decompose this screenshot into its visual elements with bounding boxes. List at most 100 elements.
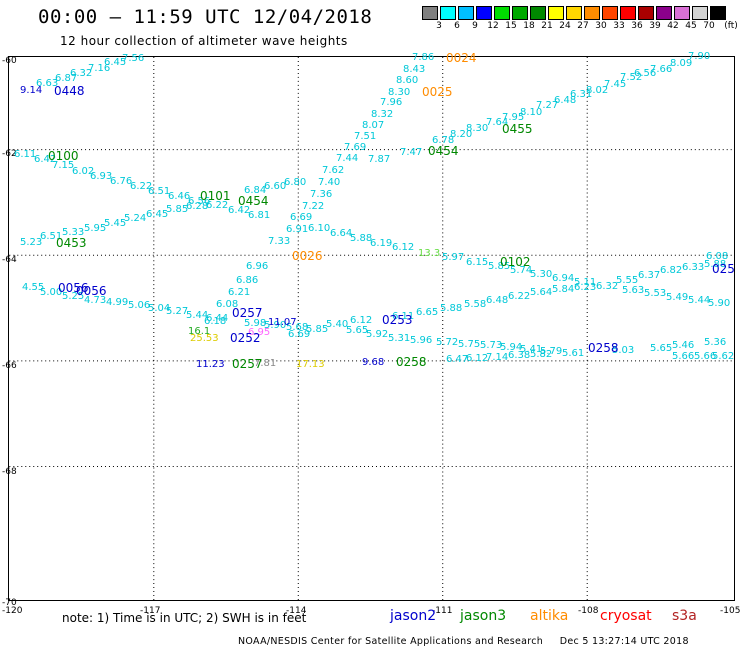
wave-height-label: 8.60 (396, 75, 419, 86)
wave-height-label: 5.66 (694, 351, 717, 362)
wave-height-label: 5.73 (480, 340, 503, 351)
wave-height-label: 5.63 (622, 285, 645, 296)
legend-label: 70 (703, 21, 715, 31)
wave-height-label: 5.65 (650, 343, 673, 354)
wave-height-label: 5.44 (186, 310, 209, 321)
legend-label: 15 (505, 21, 517, 31)
pass-time-label: 025 (712, 262, 735, 276)
legend-label: 27 (577, 21, 589, 31)
longitude-label: -105 (720, 606, 740, 616)
wave-height-label: 6.18 (204, 316, 227, 327)
wave-height-label: 7.51 (354, 131, 377, 142)
wave-height-label: 5.04 (148, 303, 171, 314)
wave-height-label: 5.24 (124, 213, 147, 224)
map-subtitle: 12 hour collection of altimeter wave hei… (60, 34, 348, 48)
wave-height-label: 5.44 (688, 295, 711, 306)
wave-height-label: 7.56 (122, 53, 145, 64)
legend-swatch (422, 6, 438, 20)
wave-height-label: 6.95 (248, 327, 271, 338)
pass-time-label: 0056 (76, 284, 107, 298)
wave-height-label: 7.64 (486, 117, 509, 128)
wave-height-label: 5.45 (104, 218, 127, 229)
wave-height-label: 5.72 (436, 337, 459, 348)
legend-label: (ft) (724, 21, 738, 31)
wave-height-label: 6.64 (330, 228, 353, 239)
wave-height-label: 7.33 (268, 236, 291, 247)
wave-height-label: 8.30 (466, 123, 489, 134)
wave-height-label: 7.86 (412, 52, 435, 63)
wave-height-label: 7.40 (318, 177, 341, 188)
footer-credit: NOAA/NESDIS Center for Satellite Applica… (238, 636, 689, 647)
wave-height-label: 8.20 (450, 129, 473, 140)
color-legend: 3 6 9 12 15 18 21 24 27 30 33 36 39 42 45 70 (ft) (422, 6, 740, 32)
wave-height-label: 6.32 (70, 68, 93, 79)
wave-height-label: 5.03 (612, 345, 635, 356)
pass-time-label: 0056 (58, 281, 89, 295)
longitude-label: -117 (140, 606, 161, 616)
footer-note: note: 1) Time is in UTC; 2) SWH is in fe… (62, 611, 307, 625)
wave-height-label: 6.87 (55, 73, 78, 84)
latitude-label: -62 (2, 149, 17, 159)
wave-height-label: 5.06 (128, 300, 151, 311)
generated-timestamp: Dec 5 13:27:14 UTC 2018 (559, 636, 689, 647)
wave-height-label: 6.56 (188, 196, 211, 207)
credit-text: NOAA/NESDIS Center for Satellite Applica… (238, 636, 544, 647)
wave-height-label: 5.88 (704, 259, 727, 270)
legend-swatch (692, 6, 708, 20)
legend-label: 12 (487, 21, 499, 31)
wave-height-label: 5.61 (562, 348, 585, 359)
wave-height-label: 6.11 (14, 149, 37, 160)
wave-height-label: 6.11 (392, 311, 415, 322)
wave-height-label: 8.09 (670, 58, 693, 69)
legend-label: 30 (595, 21, 607, 31)
wave-height-label: 5.68 (286, 322, 309, 333)
wave-height-label: 7.90 (688, 51, 711, 62)
wave-height-label: 6.69 (288, 329, 311, 340)
wave-height-label: 5.30 (530, 269, 553, 280)
wave-height-label: 5.46 (672, 340, 695, 351)
wave-height-label: 6.45 (104, 57, 127, 68)
satellite-legend-jason3: jason3 (460, 608, 507, 624)
wave-height-label: 6.28 (186, 201, 209, 212)
wave-height-label: 6.12 (350, 315, 373, 326)
wave-height-label: 7.44 (336, 153, 359, 164)
pass-time-label: 0025 (422, 85, 453, 99)
wave-height-label: 6.81 (248, 210, 271, 221)
wave-height-label: 5.53 (644, 288, 667, 299)
wave-height-label: 6.08 (216, 299, 239, 310)
wave-height-label: 6.31 (570, 89, 593, 100)
legend-swatch (548, 6, 564, 20)
wave-height-label: 5.65 (346, 325, 369, 336)
pass-time-label: 0448 (54, 84, 85, 98)
wave-height-label: 5.33 (62, 227, 85, 238)
wave-height-label: 6.22 (206, 200, 229, 211)
wave-height-label: 5.74 (510, 265, 533, 276)
wave-height-label: 5.00 (40, 287, 63, 298)
legend-swatch (530, 6, 546, 20)
wave-height-label: 5.75 (458, 339, 481, 350)
wave-height-label: 7.22 (302, 201, 325, 212)
wave-height-label: 6.51 (148, 186, 171, 197)
wave-height-label: 6.33 (682, 262, 705, 273)
longitude-label: -114 (286, 606, 307, 616)
latitude-label: -60 (2, 56, 17, 66)
wave-height-label: 6.96 (246, 261, 269, 272)
wave-height-label: 8.07 (362, 120, 385, 131)
legend-swatch (674, 6, 690, 20)
wave-height-label: 6.82 (660, 265, 683, 276)
wave-height-label: 5.90 (708, 298, 731, 309)
wave-height-label: 6.22 (508, 291, 531, 302)
pass-time-label: 0253 (382, 313, 413, 327)
wave-height-label: 6.76 (110, 176, 133, 187)
legend-label: 39 (649, 21, 661, 31)
wave-height-label: 5.23 (20, 237, 43, 248)
wave-height-label: 6.94 (552, 273, 575, 284)
wave-height-label: 7.47 (400, 147, 423, 158)
wave-height-label: 5.95 (84, 223, 107, 234)
wave-height-label: 6.78 (432, 135, 455, 146)
legend-swatch (656, 6, 672, 20)
wave-height-label: 16.1 (188, 326, 211, 337)
wave-height-label: 6.21 (228, 287, 251, 298)
wave-height-label: 5.27 (166, 306, 189, 317)
wave-height-label: 6.15 (466, 257, 489, 268)
